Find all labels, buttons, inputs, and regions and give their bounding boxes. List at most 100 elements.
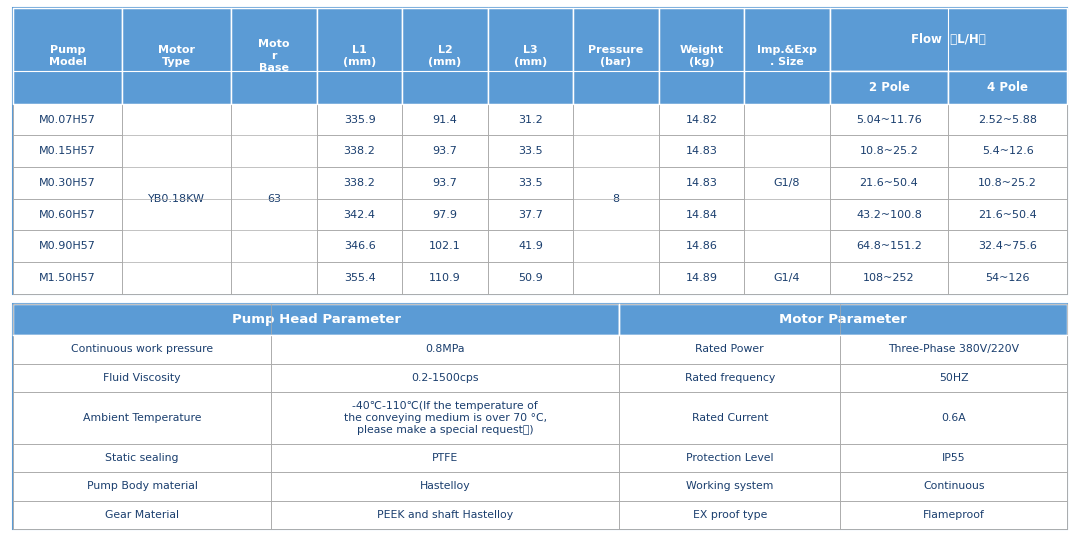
Text: Fluid Viscosity: Fluid Viscosity [104,373,180,383]
Bar [659,262,744,294]
Bar [659,167,744,199]
Bar [488,8,573,104]
Bar [316,199,403,230]
Text: Motor
Type: Motor Type [159,45,195,67]
Bar [829,104,948,135]
Text: 14.86: 14.86 [686,241,717,251]
Text: Flameproof: Flameproof [922,510,985,520]
Text: M0.15H57: M0.15H57 [39,146,96,156]
Text: L2
(mm): L2 (mm) [429,45,461,67]
Bar [13,304,619,335]
Bar [316,8,403,104]
Text: 5.4~12.6: 5.4~12.6 [982,146,1034,156]
Text: 2 Pole: 2 Pole [868,81,909,94]
Bar [13,335,271,364]
Bar [271,501,619,529]
Text: 338.2: 338.2 [343,146,376,156]
Text: Static sealing: Static sealing [106,453,179,463]
Bar [13,135,122,167]
Bar [13,8,122,104]
Bar [829,135,948,167]
Bar [573,8,659,104]
Bar [488,104,573,135]
Bar [13,392,271,444]
Text: 108~252: 108~252 [863,273,915,283]
Bar [488,230,573,262]
Text: 43.2~100.8: 43.2~100.8 [856,210,922,219]
Bar [403,8,488,104]
Text: 50HZ: 50HZ [939,373,969,383]
Text: 346.6: 346.6 [343,241,376,251]
Bar [619,392,840,444]
Bar [619,501,840,529]
Bar [744,262,829,294]
Bar [13,364,271,392]
Bar [316,262,403,294]
Bar [488,199,573,230]
Bar [316,135,403,167]
Text: EX proof type: EX proof type [692,510,767,520]
Bar [948,262,1067,294]
Bar [829,71,948,104]
Text: G1/8: G1/8 [773,178,800,188]
Bar [271,335,619,364]
Text: M0.07H57: M0.07H57 [39,115,96,124]
Bar [840,444,1067,472]
Text: 338.2: 338.2 [343,178,376,188]
Bar [948,104,1067,135]
Text: 14.84: 14.84 [686,210,717,219]
Text: 110.9: 110.9 [429,273,461,283]
Bar [316,230,403,262]
Text: -40℃-110℃(If the temperature of
the conveying medium is over 70 °C,
please make : -40℃-110℃(If the temperature of the conv… [343,401,546,435]
Text: 31.2: 31.2 [518,115,543,124]
Text: Moto
r
Base: Moto r Base [258,39,289,73]
Bar [403,135,488,167]
Text: Motor Parameter: Motor Parameter [779,313,907,326]
Bar [316,104,403,135]
Bar [829,8,1067,71]
Bar [231,104,316,294]
Text: Pump Body material: Pump Body material [86,482,198,491]
Text: 0.8MPa: 0.8MPa [426,345,464,354]
Text: 335.9: 335.9 [343,115,376,124]
Text: Continuous: Continuous [923,482,985,491]
Text: Hastelloy: Hastelloy [420,482,471,491]
Text: M0.30H57: M0.30H57 [39,178,96,188]
Text: 10.8~25.2: 10.8~25.2 [860,146,918,156]
Text: G1/4: G1/4 [773,273,800,283]
Bar [13,230,122,262]
Text: 93.7: 93.7 [433,146,458,156]
Bar [948,167,1067,199]
Bar [829,230,948,262]
Bar [122,8,231,104]
Bar [829,199,948,230]
Bar [659,135,744,167]
Bar [13,104,122,135]
Text: L1
(mm): L1 (mm) [343,45,376,67]
Text: Three-Phase 380V/220V: Three-Phase 380V/220V [888,345,1020,354]
Bar [659,8,744,104]
Bar [619,472,840,501]
Bar [488,167,573,199]
Text: Rated frequency: Rated frequency [685,373,774,383]
Text: 21.6~50.4: 21.6~50.4 [860,178,918,188]
Bar [231,8,316,104]
Bar [13,444,271,472]
Bar [829,262,948,294]
Text: YB0.18KW: YB0.18KW [148,194,205,204]
Text: Ambient Temperature: Ambient Temperature [83,413,201,423]
Text: 8: 8 [612,194,620,204]
Bar [271,392,619,444]
Bar [271,364,619,392]
Text: 64.8~151.2: 64.8~151.2 [856,241,922,251]
Text: 21.6~50.4: 21.6~50.4 [978,210,1037,219]
Text: 14.83: 14.83 [686,178,717,188]
Bar [948,135,1067,167]
Text: 32.4~75.6: 32.4~75.6 [978,241,1037,251]
Text: 2.52~5.88: 2.52~5.88 [978,115,1037,124]
Bar [403,167,488,199]
Text: Imp.&Exp
. Size: Imp.&Exp . Size [757,45,816,67]
Text: 93.7: 93.7 [433,178,458,188]
Text: 54~126: 54~126 [985,273,1030,283]
Bar [840,335,1067,364]
